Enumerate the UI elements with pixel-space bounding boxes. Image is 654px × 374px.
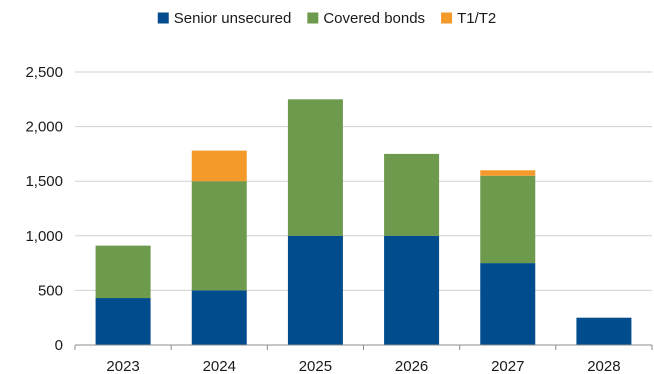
x-tick-label: 2023 <box>106 358 139 374</box>
y-tick-label: 2,500 <box>25 64 63 81</box>
legend-label: Senior unsecured <box>174 10 292 27</box>
bar-segment <box>384 153 440 236</box>
x-tick-label: 2024 <box>203 358 236 374</box>
bar-segment <box>287 235 343 345</box>
legend-swatch <box>307 12 319 24</box>
y-tick-label: 500 <box>38 282 63 299</box>
legend-swatch <box>441 12 453 24</box>
bar-segment <box>191 290 247 345</box>
bar-segment <box>480 170 536 176</box>
y-tick-label: 1,500 <box>25 173 63 190</box>
y-axis: 0 500 1,000 1,500 2,000 2,500 <box>25 64 63 354</box>
bar-segment <box>480 175 536 264</box>
bar-segment <box>480 263 536 345</box>
legend-label: Covered bonds <box>323 10 425 27</box>
x-tick-label: 2027 <box>491 358 524 374</box>
bar-segment <box>576 317 632 345</box>
y-tick-label: 1,000 <box>25 228 63 245</box>
x-axis: 2023 2024 2025 2026 2027 2028 <box>74 344 653 374</box>
gridlines <box>75 71 652 291</box>
bar-segment <box>95 245 151 299</box>
bar-segment <box>95 298 151 345</box>
bar-segment <box>191 150 247 182</box>
y-tick-label: 2,000 <box>25 119 63 136</box>
bar-segment <box>287 99 343 236</box>
y-tick-label: 0 <box>55 337 63 354</box>
bars <box>95 99 632 345</box>
x-tick-label: 2026 <box>395 358 428 374</box>
bar-segment <box>191 181 247 291</box>
bar-segment <box>384 235 440 345</box>
x-tick-label: 2025 <box>299 358 332 374</box>
legend-swatch <box>157 12 169 24</box>
x-tick-label: 2028 <box>587 358 620 374</box>
legend-label: T1/T2 <box>457 10 496 27</box>
legend: Senior unsecured Covered bonds T1/T2 <box>157 10 496 27</box>
